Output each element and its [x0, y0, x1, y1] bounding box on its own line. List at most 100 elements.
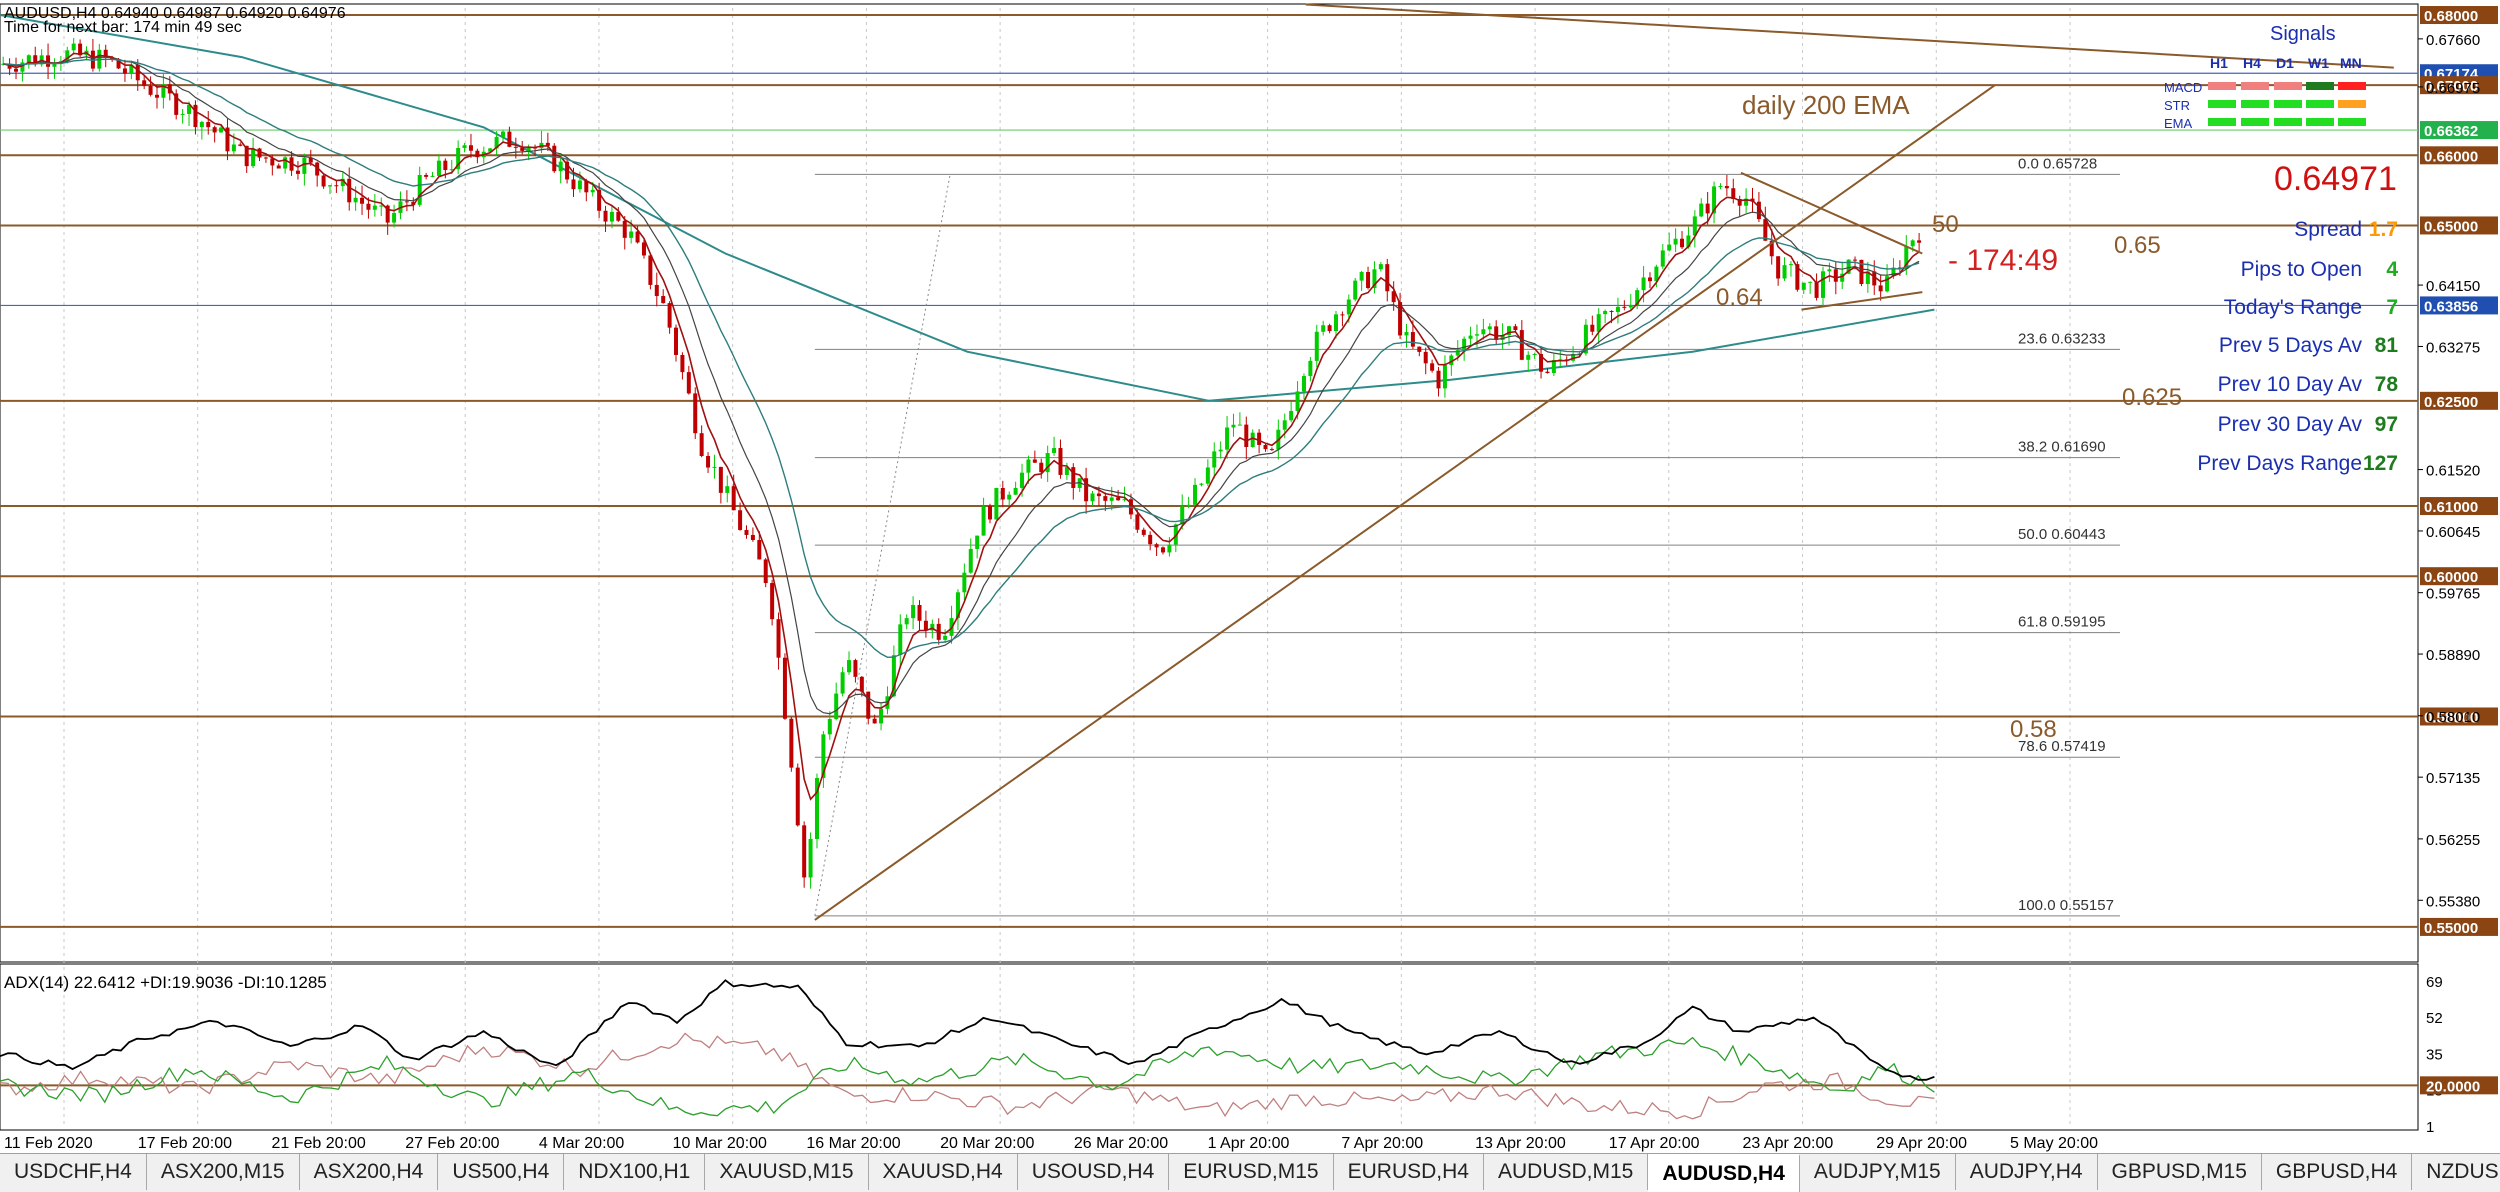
trendline	[1740, 171, 1923, 255]
candle-body	[1622, 306, 1627, 308]
candle-body	[366, 203, 371, 210]
candle-body	[770, 583, 775, 620]
candle-body	[1731, 188, 1736, 199]
signal-indicator	[2306, 100, 2334, 108]
tab-nzdusd-m15[interactable]: NZDUSD,M15	[2412, 1154, 2500, 1190]
candle-body	[1724, 186, 1729, 189]
candle-body	[1609, 310, 1614, 312]
candle-body	[866, 691, 871, 719]
candle-body	[789, 718, 794, 768]
tab-xauusd-h4[interactable]: XAUUSD,H4	[869, 1154, 1018, 1190]
tab-audjpy-m15[interactable]: AUDJPY,M15	[1800, 1154, 1956, 1190]
signals-timeframe: H4	[2243, 55, 2261, 71]
price-tick-label: 0.58010	[2426, 709, 2480, 726]
candle-body	[1571, 354, 1576, 361]
signal-indicator	[2338, 100, 2366, 108]
price-box-label: 0.66000	[2424, 148, 2478, 165]
candle-body	[1167, 544, 1172, 553]
tab-eurusd-m15[interactable]: EURUSD,M15	[1169, 1154, 1334, 1190]
candle-body	[276, 165, 281, 169]
candle-body	[1269, 449, 1274, 451]
annotation-daily-200-ema: daily 200 EMA	[1742, 90, 1910, 120]
chart-canvas[interactable]: 0.0 0.65728 23.6 0.63233 38.2 0.61690 50.0 …	[0, 0, 2500, 1153]
candle-body	[552, 145, 557, 172]
signal-indicator	[2241, 100, 2269, 108]
candle-body	[1205, 467, 1210, 484]
stat-label: Pips to Open	[2241, 258, 2362, 281]
candle-body	[1853, 259, 1858, 261]
price-box	[2420, 146, 2498, 165]
candle-body	[622, 220, 627, 238]
candle-body	[501, 131, 506, 137]
price-axis: 0.680000.671740.670000.663620.660000.650…	[2418, 6, 2498, 937]
signal-indicator	[2274, 100, 2302, 108]
candle-body	[46, 55, 51, 67]
candle-body	[1846, 259, 1851, 274]
tab-gbpusd-h4[interactable]: GBPUSD,H4	[2262, 1154, 2413, 1190]
candle-body	[1865, 271, 1870, 285]
tab-eurusd-h4[interactable]: EURUSD,H4	[1334, 1154, 1484, 1190]
tab-us500-h4[interactable]: US500,H4	[438, 1154, 565, 1190]
fib-label: 23.6 0.63233	[2018, 330, 2106, 347]
candle-body	[1084, 478, 1089, 502]
tab-usousd-h4[interactable]: USOUSD,H4	[1018, 1154, 1170, 1190]
stat-value: 127	[2363, 452, 2398, 475]
candle-body	[712, 466, 717, 468]
candle-body	[674, 327, 679, 355]
tab-audjpy-h4[interactable]: AUDJPY,H4	[1956, 1154, 2098, 1190]
candle-body	[1359, 272, 1364, 281]
signal-indicator	[2241, 118, 2269, 126]
candle-body	[1231, 424, 1236, 428]
candle-body	[738, 510, 743, 530]
candle-body	[392, 212, 397, 223]
candle-body	[1321, 325, 1326, 332]
adx-line	[0, 979, 1935, 1081]
price-box-label: 0.60000	[2424, 569, 2478, 586]
annotation-065: 0.65	[2114, 232, 2161, 259]
candle-body	[1763, 219, 1768, 241]
candle-body	[1199, 483, 1204, 485]
candle-body	[1430, 363, 1435, 371]
candle-body	[411, 202, 416, 205]
candle-body	[891, 655, 896, 697]
candle-body	[180, 113, 185, 115]
candle-body	[456, 147, 461, 170]
candle-body	[590, 189, 595, 193]
candle-body	[1494, 326, 1499, 340]
stat-label: Prev Days Range	[2197, 452, 2362, 475]
tab-ndx100-h1[interactable]: NDX100,H1	[564, 1154, 706, 1190]
tab-asx200-h4[interactable]: ASX200,H4	[300, 1154, 439, 1190]
price-tick-label: 0.55380	[2426, 893, 2480, 910]
chart-grid	[0, 3, 2419, 1131]
candle-body	[1244, 424, 1249, 448]
candle-body	[1545, 371, 1550, 374]
candle-body	[122, 68, 127, 74]
candle-body	[757, 540, 762, 560]
tab-asx200-m15[interactable]: ASX200,M15	[147, 1154, 300, 1190]
signal-indicator	[2241, 82, 2269, 90]
main-chart-frame	[0, 3, 2419, 963]
candle-body	[417, 174, 422, 205]
tab-gbpusd-m15[interactable]: GBPUSD,M15	[2098, 1154, 2262, 1190]
adx-header: ADX(14) 22.6412 +DI:19.9036 -DI:10.1285	[4, 973, 327, 992]
candle-body	[263, 157, 268, 159]
tab-audusd-h4[interactable]: AUDUSD,H4	[1648, 1154, 1800, 1192]
candle-body	[1148, 534, 1153, 545]
candle-body	[1833, 269, 1838, 282]
tab-usdchf-h4[interactable]: USDCHF,H4	[0, 1154, 147, 1190]
tab-xauusd-m15[interactable]: XAUUSD,M15	[705, 1154, 869, 1190]
candle-body	[1519, 330, 1524, 360]
candle-body	[1141, 529, 1146, 535]
tab-audusd-m15[interactable]: AUDUSD,M15	[1484, 1154, 1649, 1190]
candle-body	[443, 160, 448, 171]
candle-body	[776, 619, 781, 658]
signal-indicator	[2338, 82, 2366, 90]
candle-body	[943, 635, 948, 640]
candle-body	[609, 211, 614, 222]
candle-body	[782, 657, 787, 719]
price-box	[2420, 497, 2498, 516]
date-label: 10 Mar 20:00	[673, 1135, 767, 1152]
candle-body	[686, 372, 691, 394]
date-label: 7 Apr 20:00	[1341, 1135, 1423, 1152]
candle-body	[321, 175, 326, 187]
